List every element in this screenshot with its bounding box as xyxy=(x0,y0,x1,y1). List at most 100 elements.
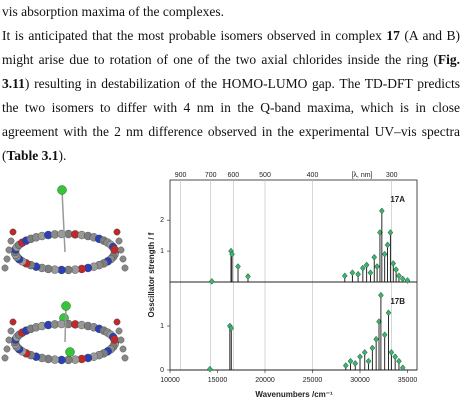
stick xyxy=(393,266,399,282)
stick xyxy=(379,207,385,282)
stick xyxy=(207,365,213,373)
stick xyxy=(369,344,376,370)
y-tick-label: 1 xyxy=(160,323,164,330)
y-tick-label: 1 xyxy=(160,248,164,255)
text-span: Fig. xyxy=(437,52,460,67)
stick-marker xyxy=(379,207,385,215)
molecule-images xyxy=(1,185,129,365)
stick-marker xyxy=(399,364,406,372)
stick xyxy=(399,275,406,283)
atom xyxy=(110,245,119,254)
panel-label: 17A xyxy=(390,195,405,204)
text-line: vis absorption maxima of the complexes. xyxy=(2,0,460,24)
atom xyxy=(1,264,9,272)
stick xyxy=(387,229,394,282)
stick xyxy=(347,357,354,370)
top-tick-label: 700 xyxy=(205,172,217,179)
stick-marker xyxy=(235,263,241,270)
atom xyxy=(5,336,13,344)
x-axis-label: Wavenumbers /cm⁻¹ xyxy=(255,390,333,399)
stick-marker xyxy=(352,360,359,367)
stick xyxy=(396,357,402,370)
stick xyxy=(396,272,402,282)
stick xyxy=(352,360,359,370)
stick xyxy=(208,277,215,285)
atom xyxy=(9,228,17,236)
stick-marker xyxy=(378,291,384,299)
stick-marker xyxy=(367,269,374,277)
atom xyxy=(9,318,17,326)
stick-marker xyxy=(347,357,354,365)
x-tick-label: 35000 xyxy=(398,377,418,384)
stick-marker xyxy=(208,277,215,285)
stick xyxy=(229,250,235,282)
stick xyxy=(373,335,379,370)
stick xyxy=(363,261,370,282)
text-line: (Table 3.1). xyxy=(2,144,460,168)
stick xyxy=(385,309,392,370)
stick xyxy=(361,349,368,370)
stick-marker xyxy=(385,309,392,317)
stick-marker xyxy=(245,273,251,280)
stick xyxy=(245,273,251,282)
stick xyxy=(390,260,397,282)
stick xyxy=(381,250,388,282)
stick-marker xyxy=(388,349,395,356)
atom xyxy=(115,237,123,245)
text-span: 3.11 xyxy=(2,76,25,91)
y-tick-label: 0 xyxy=(160,367,164,374)
x-tick-label: 10000 xyxy=(160,377,180,384)
stick xyxy=(342,362,349,370)
stick-marker xyxy=(399,275,406,283)
stick xyxy=(349,269,356,282)
atom xyxy=(119,255,127,263)
stick-marker xyxy=(361,349,368,356)
panel-label: 17B xyxy=(390,297,405,306)
bond xyxy=(64,305,67,343)
atom xyxy=(5,246,13,254)
atom xyxy=(119,345,127,353)
stick xyxy=(399,364,406,372)
stick-marker xyxy=(342,362,349,369)
stick-marker xyxy=(390,260,397,267)
stick-marker xyxy=(396,272,402,280)
x-tick-label: 15000 xyxy=(208,377,228,384)
top-tick-label: 900 xyxy=(175,172,187,179)
stick-marker xyxy=(355,270,361,278)
chlorine xyxy=(57,185,67,195)
text-span: ( xyxy=(2,148,7,163)
stick-marker xyxy=(371,253,378,261)
atom xyxy=(117,246,125,254)
stick xyxy=(235,263,241,282)
text-line: 3.11) resulting in destabilization of th… xyxy=(2,72,460,96)
stick xyxy=(360,264,366,282)
text-span: Table 3.1 xyxy=(6,148,59,163)
text-line: might arise due to rotation of one of th… xyxy=(2,48,460,72)
text-span: agreement with the 2 nm difference obser… xyxy=(2,124,460,139)
bond xyxy=(61,189,66,253)
top-axis-label: [λ, nm] xyxy=(351,172,372,179)
stick-marker xyxy=(387,229,394,236)
stick xyxy=(404,277,411,284)
atom xyxy=(117,336,125,344)
stick-marker xyxy=(381,250,388,258)
stick-marker xyxy=(393,266,399,274)
text-span: (A and B) xyxy=(399,28,460,43)
stick-marker xyxy=(357,353,363,361)
x-tick-label: 20000 xyxy=(255,377,275,384)
text-line: agreement with the 2 nm difference obser… xyxy=(2,120,460,144)
stick xyxy=(357,353,363,370)
stick xyxy=(374,263,380,282)
stick-marker xyxy=(341,272,348,280)
stick-marker xyxy=(349,269,356,277)
paragraph: vis absorption maxima of the complexes. I… xyxy=(2,0,460,168)
text-span: might arise due to rotation of one of th… xyxy=(2,52,438,67)
chlorine xyxy=(65,347,75,357)
y-tick-label: 2 xyxy=(160,217,164,224)
stick xyxy=(355,270,361,282)
atom xyxy=(121,354,129,362)
atom xyxy=(1,354,9,362)
top-tick-label: 300 xyxy=(386,172,398,179)
atom xyxy=(113,318,121,326)
